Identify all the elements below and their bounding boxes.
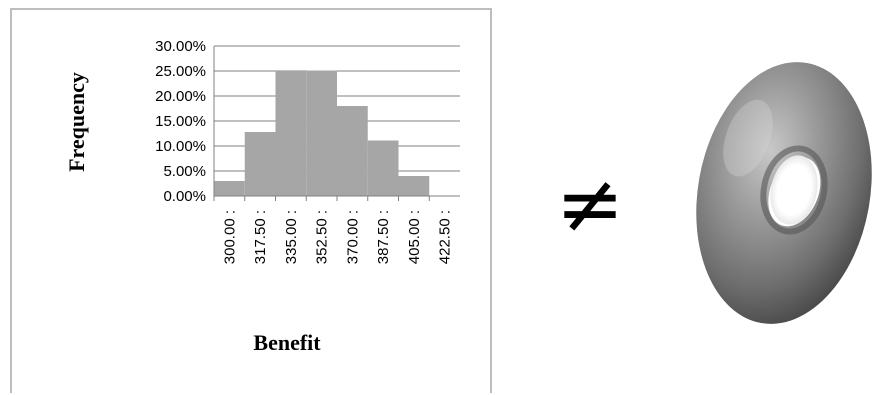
histogram-bar bbox=[214, 181, 245, 196]
x-tick-label: 387.50 : bbox=[375, 210, 392, 264]
y-tick-label: 10.00% bbox=[155, 138, 206, 155]
x-tick-label: 370.00 : bbox=[344, 210, 361, 264]
x-tick-label: 352.50 : bbox=[314, 210, 331, 264]
histogram-bar bbox=[337, 106, 368, 196]
y-axis-title: Frequency bbox=[64, 72, 89, 172]
y-tick-label: 20.00% bbox=[155, 88, 206, 105]
x-tick-label: 300.00 : bbox=[221, 210, 238, 264]
histogram-bar bbox=[275, 71, 307, 196]
histogram-bar bbox=[244, 132, 276, 196]
bars bbox=[214, 70, 430, 196]
y-tick-label: 0.00% bbox=[163, 188, 206, 205]
histogram-bar bbox=[367, 140, 399, 196]
y-tick-label: 5.00% bbox=[163, 163, 206, 180]
histogram-bar bbox=[398, 176, 430, 196]
histogram-bar bbox=[306, 70, 337, 196]
axes bbox=[213, 46, 460, 201]
y-tick-label: 25.00% bbox=[155, 63, 206, 80]
x-axis-title: Benefit bbox=[253, 330, 321, 355]
histogram-chart: 0.00% 5.00% 10.00% 15.00% 20.00% 25.00% 30.00%… bbox=[64, 38, 460, 355]
x-tick-labels: 300.00 : 317.50 : 335.00 : 352.50 : 370.00 :… bbox=[221, 210, 453, 264]
y-tick-labels: 0.00% 5.00% 10.00% 15.00% 20.00% 25.00% 30.00% bbox=[155, 38, 206, 205]
donut-image bbox=[696, 62, 872, 324]
y-tick-label: 15.00% bbox=[155, 113, 206, 130]
y-tick-label: 30.00% bbox=[155, 38, 206, 55]
x-tick-label: 405.00 : bbox=[406, 210, 423, 264]
not-equal-symbol: ≠ bbox=[556, 160, 625, 250]
histogram-panel: 0.00% 5.00% 10.00% 15.00% 20.00% 25.00% 30.00%… bbox=[10, 8, 492, 393]
x-tick-label: 317.50 : bbox=[252, 210, 269, 264]
x-tick-label: 335.00 : bbox=[283, 210, 300, 264]
not-equal-text: ≠ bbox=[556, 160, 625, 250]
x-tick-label: 422.50 : bbox=[437, 210, 454, 264]
